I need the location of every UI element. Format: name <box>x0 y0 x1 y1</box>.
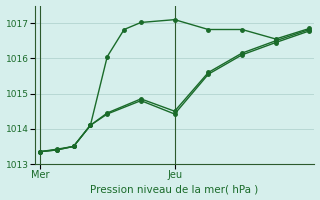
X-axis label: Pression niveau de la mer( hPa ): Pression niveau de la mer( hPa ) <box>91 184 259 194</box>
